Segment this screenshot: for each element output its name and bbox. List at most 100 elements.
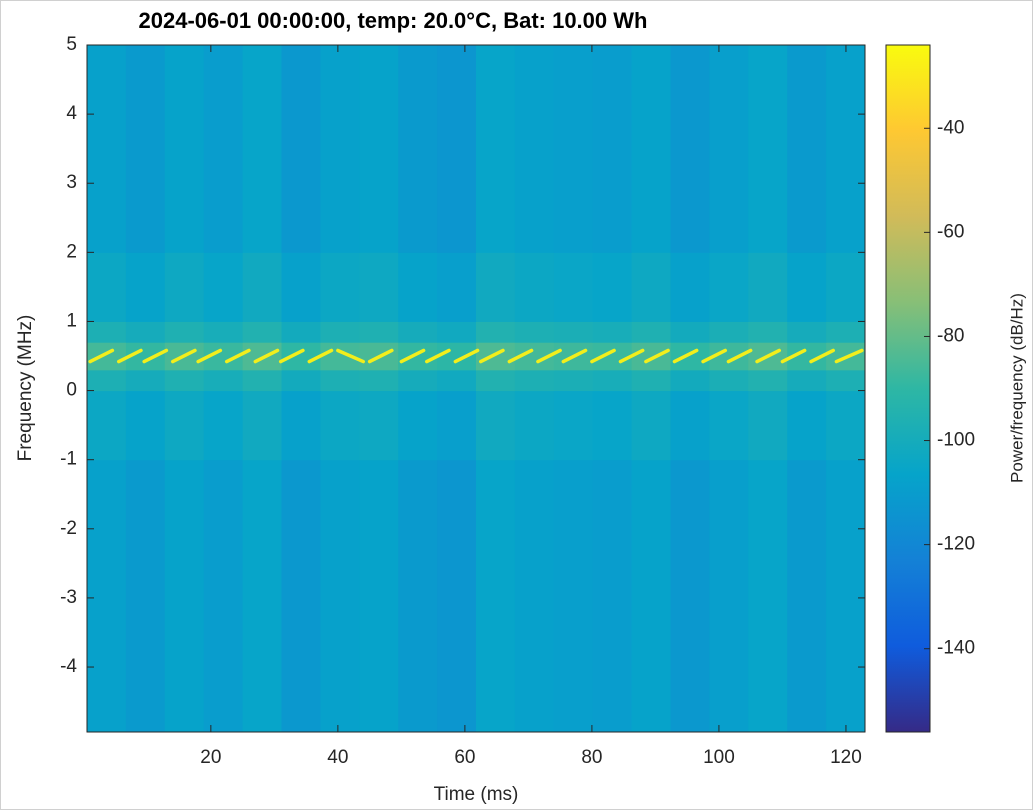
- heatmap-cell: [476, 369, 516, 392]
- heatmap-cell: [87, 321, 127, 343]
- heatmap-cell: [514, 45, 555, 253]
- heatmap-cell: [320, 321, 360, 343]
- heatmap-cell: [125, 45, 166, 253]
- colorbar-label: Power/frequency (dB/Hz): [1007, 293, 1026, 483]
- heatmap-cell: [476, 459, 516, 732]
- heatmap-cell: [87, 252, 127, 322]
- heatmap-cell: [709, 390, 749, 461]
- heatmap-cell: [592, 252, 633, 322]
- heatmap-cell: [553, 252, 594, 322]
- heatmap-cell: [203, 390, 244, 461]
- heatmap-cell: [514, 252, 555, 322]
- heatmap-cell: [670, 321, 710, 343]
- heatmap-cell: [592, 390, 633, 461]
- y-tick-label: 2: [66, 241, 77, 262]
- heatmap-cell: [125, 252, 166, 322]
- x-tick-label: 60: [454, 747, 475, 768]
- heatmap-cell: [437, 390, 477, 461]
- heatmap-cell: [826, 369, 865, 392]
- heatmap-cell: [553, 321, 594, 343]
- heatmap-cell: [670, 369, 710, 392]
- heatmap-cell: [242, 459, 282, 732]
- heatmap-cell: [125, 369, 166, 392]
- heatmap-cell: [476, 252, 516, 322]
- heatmap-cell: [242, 390, 282, 461]
- y-tick-label: 3: [66, 172, 77, 193]
- heatmap-cell: [437, 369, 477, 392]
- heatmap-cell: [631, 321, 671, 343]
- heatmap-cell: [164, 459, 205, 732]
- heatmap-cell: [826, 45, 865, 253]
- heatmap-cell: [359, 321, 399, 343]
- heatmap-cell: [476, 390, 516, 461]
- heatmap-cell: [553, 369, 594, 392]
- heatmap-cell: [437, 252, 477, 322]
- heatmap-cell: [476, 321, 516, 343]
- heatmap-cell: [670, 459, 710, 732]
- heatmap-cell: [748, 252, 788, 322]
- heatmap-cell: [320, 459, 360, 732]
- heatmap-cell: [787, 45, 827, 253]
- x-tick-label: 20: [200, 747, 221, 768]
- heatmap-cell: [709, 369, 749, 392]
- heatmap-cell: [514, 321, 555, 343]
- heatmap-cell: [631, 459, 671, 732]
- heatmap-cell: [87, 342, 127, 371]
- heatmap-cell: [281, 45, 321, 253]
- y-tick-label: -3: [60, 587, 77, 608]
- heatmap-cell: [164, 252, 205, 322]
- heatmap-cell: [787, 252, 827, 322]
- heatmap-cell: [242, 252, 282, 322]
- heatmap-cell: [748, 45, 788, 253]
- heatmap-cell: [709, 45, 749, 253]
- heatmap-cell: [787, 390, 827, 461]
- heatmap-cell: [553, 390, 594, 461]
- heatmap-cell: [359, 45, 399, 253]
- heatmap-cell: [670, 252, 710, 322]
- heatmap-cell: [826, 390, 865, 461]
- plot-border: [86, 44, 866, 733]
- chart-title: 2024-06-01 00:00:00, temp: 20.0°C, Bat: …: [139, 8, 648, 33]
- colorbar-tick-label: -100: [937, 430, 975, 451]
- x-tick-label: 80: [581, 747, 602, 768]
- heatmap-cell: [87, 369, 127, 392]
- heatmap-cell: [242, 321, 282, 343]
- heatmap-cell: [281, 252, 321, 322]
- heatmap-cell: [359, 369, 399, 392]
- heatmap-cell: [514, 369, 555, 392]
- heatmap-cell: [631, 252, 671, 322]
- heatmap-cell: [125, 321, 166, 343]
- heatmap-cell: [787, 459, 827, 732]
- colorbar-tick-label: -120: [937, 534, 975, 555]
- heatmap-cell: [437, 45, 477, 253]
- y-tick-label: 1: [66, 310, 77, 331]
- y-tick-label: 4: [66, 103, 77, 124]
- y-tick-label: 5: [66, 34, 77, 55]
- heatmap-cell: [631, 342, 671, 371]
- heatmap-cell: [631, 45, 671, 253]
- heatmap-cell: [320, 252, 360, 322]
- heatmap-cell: [164, 321, 205, 343]
- heatmap-cell: [164, 45, 205, 253]
- heatmap-cell: [203, 252, 244, 322]
- heatmap-cell: [87, 45, 127, 253]
- heatmap-cell: [787, 321, 827, 343]
- heatmap-cell: [359, 252, 399, 322]
- x-tick-label: 120: [830, 747, 862, 768]
- heatmap-cell: [670, 390, 710, 461]
- colorbar-tick-label: -60: [937, 221, 964, 242]
- heatmap-cell: [748, 390, 788, 461]
- heatmap-cell: [437, 321, 477, 343]
- heatmap-cell: [476, 45, 516, 253]
- heatmap-cell: [826, 252, 865, 322]
- heatmap-cell: [164, 369, 205, 392]
- heatmap-cell: [398, 342, 438, 371]
- y-tick-label: -4: [60, 656, 77, 677]
- heatmap-cell: [398, 252, 438, 322]
- heatmap-cell: [437, 459, 477, 732]
- heatmap-cell: [398, 45, 438, 253]
- heatmap-cell: [514, 459, 555, 732]
- y-tick-label: -1: [60, 449, 77, 470]
